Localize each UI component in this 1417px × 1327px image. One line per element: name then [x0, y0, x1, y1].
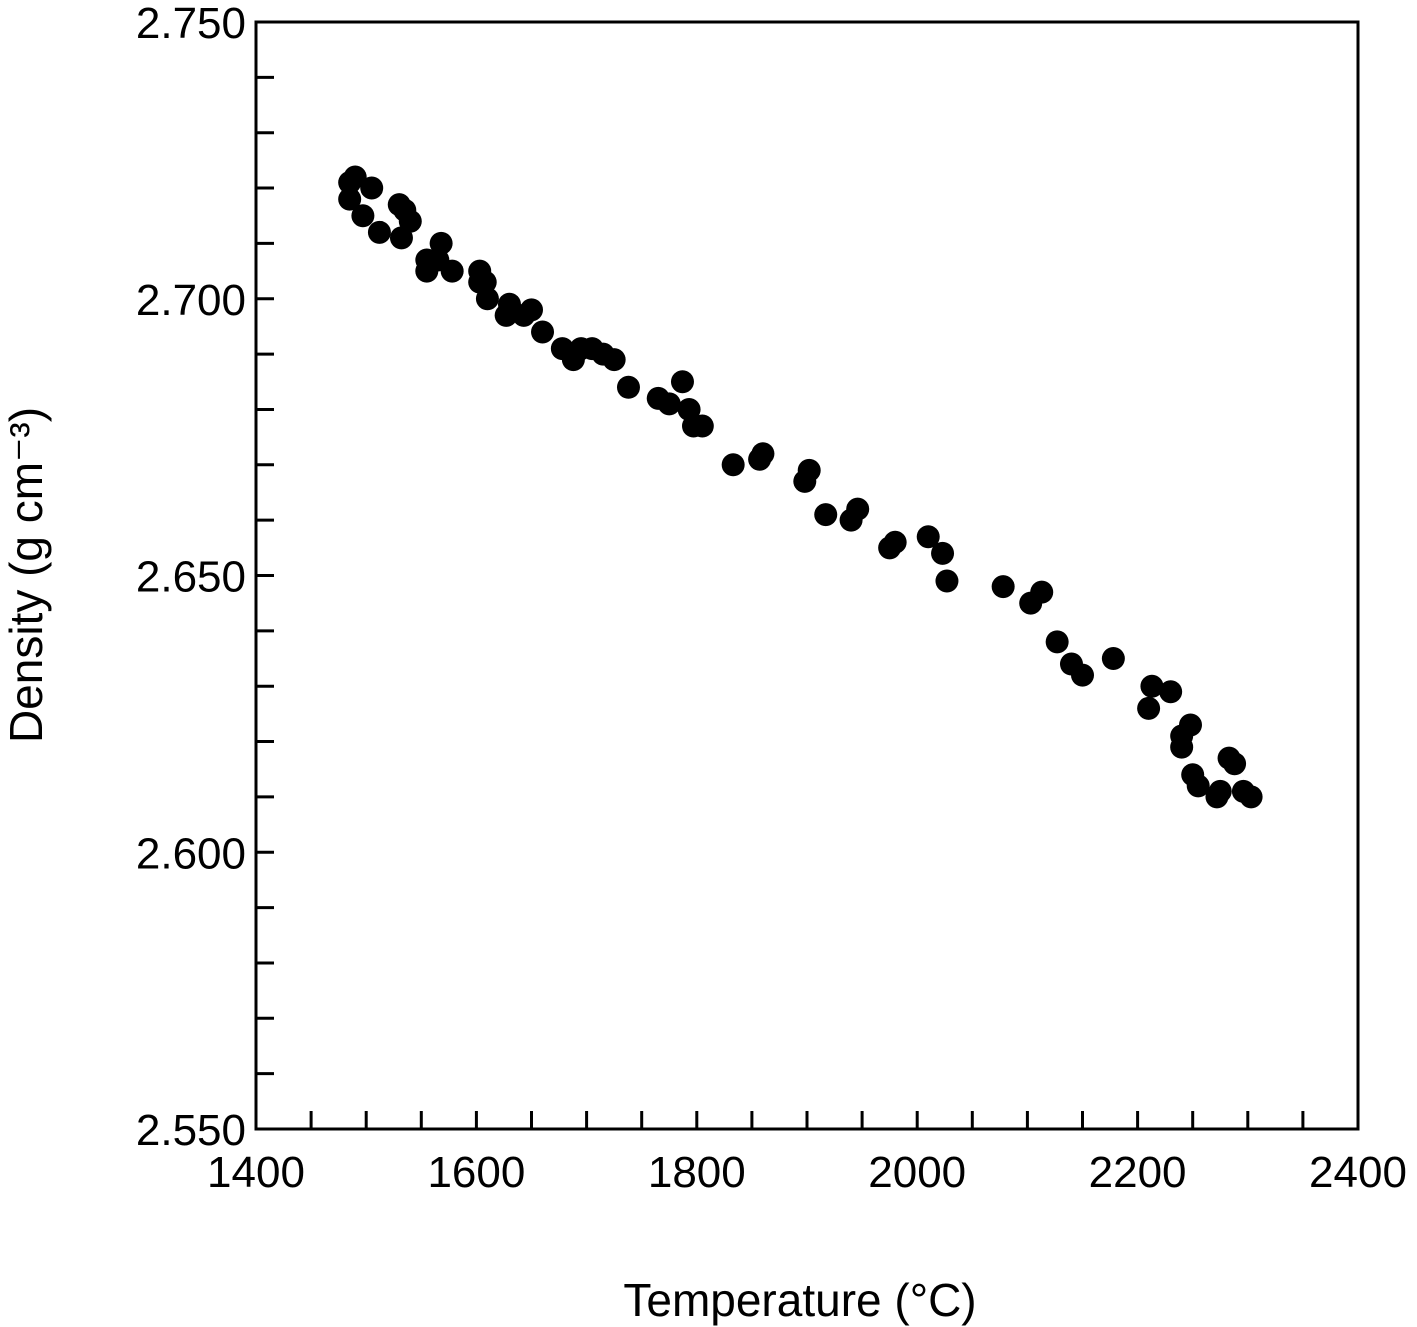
- data-point: [602, 348, 626, 372]
- y-tick-labels: 2.550 2.600 2.650 2.700 2.750: [136, 0, 246, 1155]
- data-point: [367, 220, 391, 244]
- data-point: [343, 165, 367, 189]
- data-point: [1140, 674, 1164, 698]
- data-point: [1137, 696, 1161, 720]
- data-point: [1208, 779, 1232, 803]
- data-point: [494, 303, 518, 327]
- x-tick-label: 2200: [1089, 1148, 1187, 1197]
- data-point: [475, 287, 499, 311]
- data-point: [814, 503, 838, 527]
- y-tick-label: 2.600: [136, 829, 246, 878]
- data-point: [916, 525, 940, 549]
- x-tick-label: 1400: [207, 1148, 305, 1197]
- data-point: [1159, 680, 1183, 704]
- data-point: [1101, 647, 1125, 671]
- data-point: [440, 259, 464, 283]
- y-tick-label: 2.700: [136, 276, 246, 325]
- data-point: [1045, 630, 1069, 654]
- data-point: [1186, 774, 1210, 798]
- minor-ticks: [256, 75, 1305, 1129]
- data-point: [616, 375, 640, 399]
- x-tick-label: 1600: [427, 1148, 525, 1197]
- plot-frame: [254, 20, 1360, 1131]
- data-point: [1170, 735, 1194, 759]
- x-tick-label: 2400: [1309, 1148, 1407, 1197]
- data-point: [389, 226, 413, 250]
- data-point: [338, 187, 362, 211]
- data-point: [1223, 752, 1247, 776]
- data-point: [991, 575, 1015, 599]
- x-tick-label: 1800: [648, 1148, 746, 1197]
- data-point: [1071, 663, 1094, 687]
- data-point: [1178, 713, 1202, 737]
- data-point: [797, 458, 821, 482]
- data-point: [531, 320, 555, 344]
- x-axis-title: Temperature (°C): [623, 1274, 976, 1326]
- y-tick-label: 2.750: [136, 0, 246, 48]
- data-point: [657, 392, 681, 416]
- y-axis-title: Density (g cm⁻³): [0, 407, 52, 743]
- x-tick-labels: 1400 1600 1800 2000 2200 2400: [207, 1148, 1407, 1197]
- data-point: [751, 442, 775, 466]
- data-point: [846, 497, 870, 521]
- data-point: [690, 414, 714, 438]
- data-points: [338, 165, 1263, 809]
- data-point: [935, 569, 959, 593]
- data-point: [883, 530, 907, 554]
- x-tick-label: 2000: [868, 1148, 966, 1197]
- data-point: [1030, 580, 1054, 604]
- data-point: [721, 453, 745, 477]
- y-tick-label: 2.650: [136, 553, 246, 602]
- data-point: [670, 370, 694, 394]
- data-point: [351, 204, 375, 228]
- y-tick-label: 2.550: [136, 1106, 246, 1155]
- data-point: [520, 298, 543, 322]
- data-point: [360, 176, 384, 200]
- data-point: [931, 541, 955, 565]
- data-point: [1239, 785, 1263, 809]
